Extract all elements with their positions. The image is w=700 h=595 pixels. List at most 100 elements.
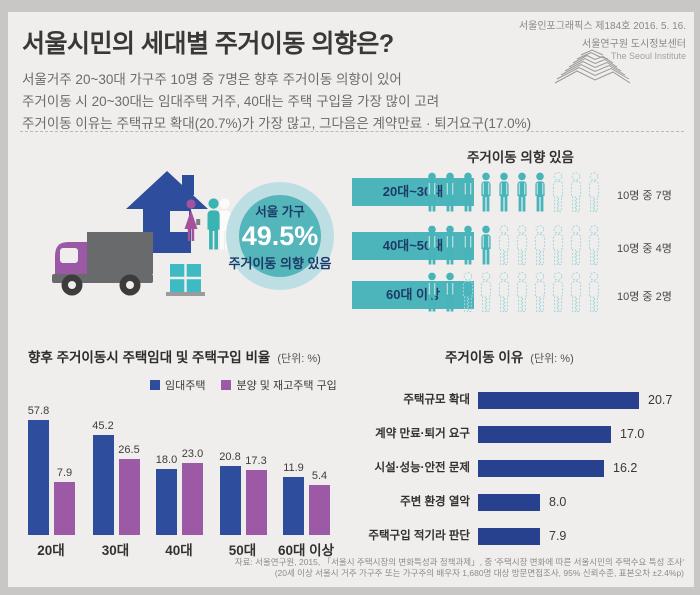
person-icon-filled (514, 172, 530, 213)
ratio-label: 10명 중 2명 (617, 291, 672, 303)
bar-value-label: 11.9 (283, 462, 304, 474)
intent-section-title: 주거이동 의향 있음 (467, 150, 574, 165)
summary-line: 주거이동 이유는 주택규모 확대(20.7%)가 가장 많고, 그다음은 계약만… (22, 116, 532, 131)
person-icon-empty (586, 172, 602, 213)
legend-swatch-purple (221, 380, 232, 390)
bar-value-label: 26.5 (118, 444, 140, 456)
person-icon-empty (532, 272, 548, 313)
legend-item-rental: 임대주택 (150, 377, 205, 393)
legend-swatch-blue (150, 380, 160, 390)
rent-buy-chart-legend: 임대주택 분양 및 재고주택 구입 (150, 377, 337, 393)
bar-value-label: 5.4 (311, 470, 328, 482)
rent-buy-chart-plot: 57.8 7.9 45.2 26.5 18.0 23.0 20.8 17.3 11.9 5.4 (22, 398, 352, 535)
person-icon-filled (478, 172, 494, 213)
infographic-panel: 서울시민의 세대별 주거이동 의향은? 서울인포그래픽스 제184호 2016.… (8, 12, 694, 587)
reason-label: 주변 환경 열악 (400, 496, 470, 508)
organization-name: 서울연구원 도시정보센터 (582, 39, 686, 50)
reason-bar (478, 528, 540, 545)
reason-label: 시설·성능·안전 문제 (374, 462, 471, 474)
person-icon-empty (496, 225, 512, 266)
ratio-label: 10명 중 4명 (617, 243, 672, 255)
bar-value-label: 45.2 (92, 420, 114, 432)
bar-purchase (245, 470, 267, 535)
category-label: 50대 (228, 543, 257, 558)
bar-rental (92, 435, 114, 535)
person-icon-empty (514, 225, 530, 266)
person-icon-filled (424, 225, 440, 266)
bar-rental (28, 420, 49, 535)
bar-value-label: 18.0 (155, 454, 178, 466)
person-icon-empty (496, 272, 512, 313)
legend-item-purchase: 분양 및 재고주택 구입 (221, 377, 337, 393)
person-icon-empty (568, 272, 584, 313)
person-icon-empty (550, 225, 566, 266)
reason-value-label: 17.0 (620, 427, 645, 441)
person-icon-filled (424, 272, 440, 313)
reason-bar (478, 460, 604, 477)
category-label: 60대 이상 (277, 543, 335, 558)
circle-text: 서울 가구 49.5% 주거이동 의향 있음 (212, 182, 348, 290)
reason-label: 주택규모 확대 (403, 394, 470, 406)
reason-label: 계약 만료·퇴거 요구 (375, 428, 470, 440)
reason-value-label: 20.7 (648, 393, 673, 407)
person-icon-empty (478, 272, 494, 313)
person-icon-filled (478, 225, 494, 266)
person-icon-empty (514, 272, 530, 313)
summary-line: 주거이동 시 20~30대는 임대주택 거주, 40대는 주택 구입을 가장 많… (22, 94, 440, 109)
bar-value-label: 23.0 (181, 448, 204, 460)
chart-title-text: 향후 주거이동시 주택임대 및 주택구입 비율 (28, 350, 271, 365)
reasons-chart-title: 주거이동 이유 (단위: %) (445, 346, 574, 367)
chart-title-text: 주거이동 이유 (445, 350, 524, 365)
bar-rental (219, 466, 241, 535)
person-icon-filled (442, 225, 458, 266)
person-icon-empty (532, 225, 548, 266)
person-icon-empty (586, 225, 602, 266)
organization-name-en: The Seoul Institute (610, 51, 686, 61)
person-icon-empty (568, 225, 584, 266)
chart-unit-text: (단위: %) (277, 353, 321, 365)
reason-bar (478, 392, 639, 409)
legend-label-purchase: 분양 및 재고주택 구입 (236, 380, 337, 392)
legend-label-rental: 임대주택 (165, 380, 206, 392)
person-icon-filled (442, 272, 458, 313)
bar-purchase (118, 459, 140, 535)
source-line: 자료: 서울연구원, 2015, 「서울시 주택시장의 변화특성과 정책과제」,… (234, 557, 684, 567)
bar-rental (156, 469, 177, 535)
person-icon-filled (424, 172, 440, 213)
seoul-institute-logo-icon (553, 47, 631, 90)
bar-value-label: 57.8 (27, 405, 50, 417)
reason-value-label: 8.0 (549, 495, 567, 509)
bar-value-label: 17.3 (245, 455, 267, 467)
person-icon-empty (550, 172, 566, 213)
reason-label: 주택구입 적기라 판단 (368, 530, 470, 542)
person-icon-filled (460, 225, 476, 266)
bar-purchase (309, 485, 330, 535)
person-icon-filled (496, 172, 512, 213)
circle-label-bottom: 주거이동 의향 있음 (228, 255, 332, 271)
chart-unit-text: (단위: %) (530, 353, 574, 365)
circle-inner (239, 195, 321, 277)
reason-value-label: 16.2 (613, 461, 638, 475)
circle-label-top: 서울 가구 (255, 204, 305, 219)
source-line: (20세 이상 서울시 거주 가구주 또는 가구주의 배우자 1,680명 대상… (274, 568, 684, 578)
bar-value-label: 7.9 (56, 467, 73, 479)
person-icon-filled (442, 172, 458, 213)
seoul-households-circle: 서울 가구 49.5% 주거이동 의향 있음 (226, 182, 334, 290)
person-icon-empty (568, 172, 584, 213)
bar-value-label: 20.8 (219, 451, 241, 463)
header-meta: 서울인포그래픽스 제184호 2016. 5. 16. 서울연구원 도시정보센터… (519, 17, 686, 61)
page-title: 서울시민의 세대별 주거이동 의향은? (22, 30, 394, 58)
circle-value: 49.5% (241, 220, 319, 251)
person-icon-filled (460, 172, 476, 213)
dashed-divider (20, 131, 684, 132)
person-icon-empty (460, 272, 476, 313)
reason-value-label: 7.9 (549, 529, 567, 543)
issue-number: 서울인포그래픽스 제184호 2016. 5. 16. (518, 21, 686, 32)
summary-text: 서울거주 20~30대 가구주 10명 중 7명은 향후 주거이동 의향이 있어… (22, 69, 531, 135)
summary-line: 서울거주 20~30대 가구주 10명 중 7명은 향후 주거이동 의향이 있어 (22, 72, 402, 87)
category-label: 40대 (165, 543, 193, 558)
reason-bar (478, 494, 540, 511)
category-label: 20대 (37, 543, 65, 558)
rent-buy-chart-title: 향후 주거이동시 주택임대 및 주택구입 비율 (단위: %) (28, 346, 321, 367)
